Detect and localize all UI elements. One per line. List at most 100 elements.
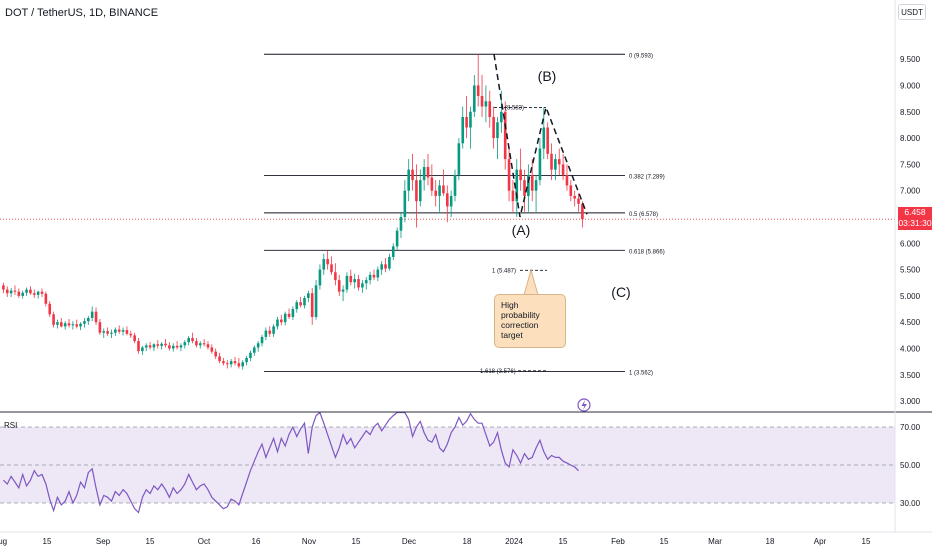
candle-body xyxy=(129,333,133,336)
candle-body xyxy=(79,323,82,327)
candle-body xyxy=(52,314,55,325)
currency-button[interactable]: USDT xyxy=(898,4,926,20)
candle-body xyxy=(469,111,472,128)
drawing-tools[interactable]: (8.583) 1 (5.487) 1.618 (3.576) (A) (B) (C) xyxy=(480,54,631,412)
candle-body xyxy=(492,117,495,139)
candle-body xyxy=(110,332,113,334)
candle-body xyxy=(307,293,310,298)
candle-body xyxy=(515,169,519,202)
candle-body xyxy=(25,289,28,293)
candle-body xyxy=(168,345,171,349)
candle-body xyxy=(256,343,260,348)
candle-body xyxy=(530,174,534,191)
callout-text: High probability correction target xyxy=(501,300,540,340)
candle-body xyxy=(175,345,179,348)
candle-body xyxy=(137,341,140,352)
candle-body xyxy=(245,357,248,363)
fib-level-label: 0 (9.593) xyxy=(629,53,653,59)
candle-body xyxy=(561,164,565,175)
time-axis[interactable]: Aug 15 Sep 15 Oct 16 Nov 15 Dec 18 2024 15 Feb 15 Mar 1… xyxy=(0,537,871,546)
candle-body xyxy=(225,363,229,365)
candle-body xyxy=(98,322,102,333)
bar-countdown: 03:31:30 xyxy=(898,218,932,228)
wave-label: (B) xyxy=(538,68,557,84)
candle-body xyxy=(368,274,372,281)
candle-body xyxy=(198,343,202,346)
candle-body xyxy=(407,169,410,191)
candle-body xyxy=(264,330,268,337)
candle-body xyxy=(222,361,225,364)
candle-body xyxy=(67,323,71,326)
callout-note[interactable]: High probability correction target xyxy=(494,294,566,348)
candle-body xyxy=(90,311,94,318)
rsi-axis[interactable]: 70.00 50.00 30.00 xyxy=(900,423,921,508)
candle-body xyxy=(480,95,484,107)
candle-body xyxy=(554,159,557,170)
candle-body xyxy=(87,317,90,322)
abc-pattern-path xyxy=(493,54,588,218)
candle-body xyxy=(434,190,438,196)
candle-body xyxy=(295,302,299,310)
candle-body xyxy=(299,302,302,306)
price-tick-label: 9.500 xyxy=(900,55,921,64)
candle-body xyxy=(21,292,24,296)
candle-body xyxy=(411,169,414,181)
rsi-pane: RSI xyxy=(0,411,895,514)
candle-body xyxy=(349,275,353,283)
candle-body xyxy=(357,279,360,288)
candle-body xyxy=(345,275,349,290)
candle-body xyxy=(565,174,569,186)
price-tick-label: 8.500 xyxy=(900,108,921,117)
price-tick-label: 5.000 xyxy=(900,292,921,301)
candle-body xyxy=(384,264,387,269)
price-tick-label: 4.000 xyxy=(900,345,921,354)
candle-body xyxy=(60,322,63,327)
candle-body xyxy=(380,264,383,270)
symbol-title[interactable]: DOT / TetherUS, 1D, BINANCE xyxy=(5,7,159,19)
fib-level-label: 0.618 (5.866) xyxy=(629,249,665,255)
candle-body xyxy=(287,313,291,317)
candle-body xyxy=(511,190,515,202)
time-tick-label: Dec xyxy=(402,537,416,546)
candle-body xyxy=(507,159,511,191)
candle-body xyxy=(117,329,121,332)
candle-body xyxy=(334,272,337,281)
candle-body xyxy=(233,361,237,364)
candle-body xyxy=(399,216,403,231)
candle-body xyxy=(461,117,465,144)
last-price-tag: 6.458 03:31:30 xyxy=(898,207,932,230)
candle-body xyxy=(121,330,125,332)
candle-body xyxy=(63,323,67,327)
candle-body xyxy=(218,356,221,362)
candle-body xyxy=(550,153,553,170)
price-axis[interactable]: 9.5009.0008.5008.0007.5007.0006.5006.000… xyxy=(900,55,921,406)
candle-body xyxy=(422,167,426,181)
extension-label: 1 (5.487) xyxy=(492,268,516,274)
candle-body xyxy=(5,289,9,294)
candle-body xyxy=(210,347,214,352)
candle-body xyxy=(376,269,380,278)
candle-body xyxy=(202,343,206,345)
time-tick-label: Oct xyxy=(198,537,211,546)
candle-body xyxy=(577,198,580,204)
candle-body xyxy=(272,326,275,334)
candle-body xyxy=(569,185,573,196)
candle-body xyxy=(144,345,148,348)
candle-body xyxy=(426,167,430,178)
rsi-tick-label: 50.00 xyxy=(900,461,921,470)
candle-body xyxy=(253,347,256,353)
time-tick-label: 15 xyxy=(352,537,361,546)
candle-body xyxy=(496,122,499,139)
candle-body xyxy=(206,344,210,348)
candle-body xyxy=(56,322,59,325)
time-tick-label: 15 xyxy=(43,537,52,546)
candle-body xyxy=(125,330,129,334)
fib-level-label: 1 (3.562) xyxy=(629,371,653,377)
candle-body xyxy=(519,169,522,181)
lightning-bolt xyxy=(581,400,587,410)
candle-body xyxy=(102,331,106,333)
pane-frame xyxy=(0,0,932,533)
candle-body xyxy=(442,185,445,194)
